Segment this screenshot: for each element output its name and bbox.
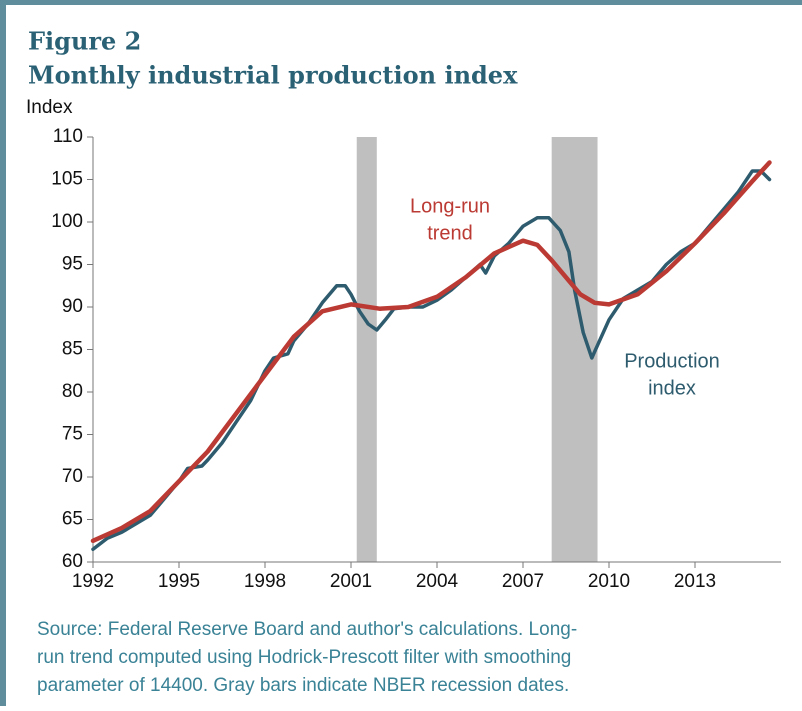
y-tick-label: 75 <box>62 424 83 445</box>
y-tick-label: 95 <box>62 254 83 275</box>
x-tick-label: 2007 <box>502 571 544 592</box>
frame-left <box>0 0 6 706</box>
y-tick-label: 65 <box>62 509 83 530</box>
y-tick-label: 85 <box>62 339 83 360</box>
x-tick-label: 2013 <box>674 571 716 592</box>
x-tick-label: 2001 <box>330 571 372 592</box>
y-tick-label: 110 <box>53 126 83 147</box>
x-tick-label: 1995 <box>158 571 200 592</box>
y-axis-label: Index <box>26 97 73 118</box>
annotation: trend <box>427 222 473 244</box>
x-tick-label: 2010 <box>588 571 630 592</box>
y-tick-label: 70 <box>62 466 83 487</box>
source-note: parameter of 14400. Gray bars indicate N… <box>37 675 569 696</box>
y-tick-label: 105 <box>51 169 83 190</box>
series-line <box>90 160 772 544</box>
x-tick-label: 2004 <box>416 571 459 592</box>
annotation: Long-run <box>410 195 490 217</box>
source-note: Source: Federal Reserve Board and author… <box>37 619 577 640</box>
source-note: run trend computed using Hodrick-Prescot… <box>37 647 571 668</box>
recession-bar <box>356 137 377 562</box>
y-tick-label: 60 <box>62 551 83 572</box>
x-tick-label: 1992 <box>72 571 114 592</box>
annotation: Production <box>624 350 720 372</box>
y-tick-label: 80 <box>62 381 83 402</box>
chart-title: Monthly industrial production index <box>28 61 518 90</box>
x-tick-label: 1998 <box>244 571 286 592</box>
annotation: index <box>648 377 696 399</box>
y-tick-label: 100 <box>51 211 83 232</box>
figure-label: Figure 2 <box>28 27 141 56</box>
y-tick-label: 90 <box>62 296 83 317</box>
frame-top <box>0 0 802 5</box>
